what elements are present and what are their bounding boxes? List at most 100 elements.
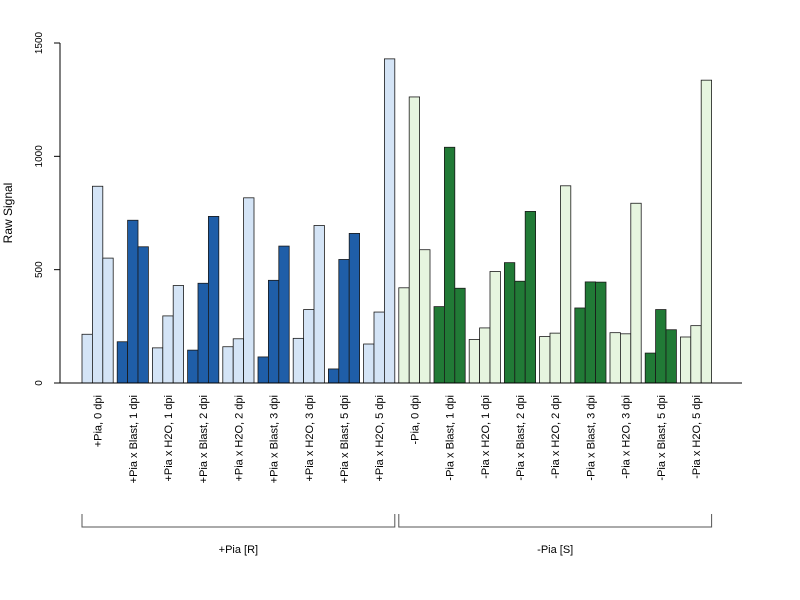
bar [207, 215, 220, 384]
y-tick-label: 500 [34, 261, 45, 278]
bar [267, 279, 280, 384]
bar-group [327, 232, 361, 384]
bar [665, 329, 677, 384]
bar [116, 341, 128, 384]
category-label: +Pia x H2O, 3 dpi [304, 395, 316, 482]
bar [503, 262, 516, 384]
bar-group [81, 185, 114, 384]
bar [292, 337, 305, 384]
bar-group [222, 197, 255, 384]
bars [81, 58, 713, 384]
group-label: +Pia [R] [219, 544, 258, 556]
bar-group [468, 271, 501, 384]
bar [560, 185, 572, 384]
bar [102, 257, 114, 384]
bar-group [187, 215, 220, 384]
category-label: -Pia x Blast, 3 dpi [585, 395, 597, 481]
bar [549, 332, 561, 384]
bar-group [680, 79, 713, 384]
bar-group [539, 185, 572, 384]
bar [680, 336, 692, 384]
group-bracket: -Pia [S] [398, 514, 713, 556]
category-label: -Pia x Blast, 5 dpi [656, 395, 668, 481]
bar [232, 338, 244, 384]
category-label: -Pia x H2O, 1 dpi [480, 395, 492, 479]
bar [408, 96, 421, 384]
bar [313, 225, 325, 384]
bar [197, 282, 209, 384]
bar [327, 368, 340, 384]
bar-group [151, 285, 184, 384]
category-label: +Pia x Blast, 5 dpi [339, 395, 351, 483]
category-label: -Pia x Blast, 1 dpi [445, 395, 457, 481]
bar [257, 356, 269, 384]
category-label: +Pia x H2O, 5 dpi [374, 395, 386, 482]
bar [151, 347, 164, 384]
bar [489, 271, 501, 384]
bar [278, 245, 290, 384]
bar [222, 346, 234, 384]
bar [700, 79, 713, 384]
bar [363, 343, 375, 384]
category-label: -Pia, 0 dpi [409, 395, 421, 445]
bar [524, 211, 537, 384]
y-tick-label: 1000 [34, 145, 45, 168]
bar-group [433, 146, 466, 384]
category-label: +Pia, 0 dpi [93, 395, 105, 447]
category-label: +Pia x Blast, 1 dpi [128, 395, 140, 483]
bar [514, 280, 526, 384]
y-axis-title: Raw Signal [1, 183, 15, 244]
category-label: +Pia x Blast, 3 dpi [269, 395, 281, 483]
category-label: -Pia x H2O, 2 dpi [550, 395, 562, 479]
y-axis: 0 500 1000 1500 [34, 31, 61, 386]
bar [172, 285, 184, 384]
bar [644, 352, 657, 384]
bar [348, 232, 361, 384]
bar [303, 309, 315, 384]
category-label: +Pia x Blast, 2 dpi [198, 395, 210, 483]
bracket-line [81, 514, 396, 528]
bar [454, 287, 466, 384]
bar-group [609, 202, 642, 384]
bar [187, 349, 199, 384]
category-labels: +Pia, 0 dpi +Pia x Blast, 1 dpi +Pia x H2O… [93, 395, 703, 483]
bar [630, 202, 642, 384]
bar [243, 197, 255, 384]
bracket-line [398, 514, 713, 528]
bar [539, 336, 551, 384]
category-label: -Pia x Blast, 2 dpi [515, 395, 527, 481]
bar [443, 146, 456, 384]
bar [383, 58, 396, 384]
bar [690, 325, 702, 384]
bar [81, 333, 93, 384]
bar [433, 306, 445, 384]
bar [137, 246, 149, 384]
bar-group [116, 219, 149, 384]
bar [373, 311, 385, 384]
group-bracket: +Pia [R] [81, 514, 396, 556]
bar-group [644, 309, 677, 384]
bar [595, 281, 607, 384]
bar-group [503, 211, 537, 384]
bar [398, 287, 410, 384]
bar [162, 315, 174, 384]
y-tick-label: 1500 [34, 31, 45, 54]
bar-group [574, 281, 607, 384]
bar [127, 219, 139, 384]
bar [92, 185, 104, 384]
category-label: +Pia x H2O, 1 dpi [163, 395, 175, 482]
group-brackets: +Pia [R] -Pia [S] [81, 514, 713, 556]
category-label: +Pia x H2O, 2 dpi [233, 395, 245, 482]
bar-group [257, 245, 290, 384]
bar [655, 309, 667, 384]
bar [574, 307, 586, 384]
bar [479, 327, 491, 384]
bar-group [398, 96, 431, 384]
bar [584, 281, 597, 384]
bar-group [292, 225, 325, 384]
bar-group [363, 58, 396, 384]
category-label: -Pia x H2O, 3 dpi [621, 395, 633, 479]
category-label: -Pia x H2O, 5 dpi [691, 395, 703, 479]
bar [620, 333, 632, 384]
